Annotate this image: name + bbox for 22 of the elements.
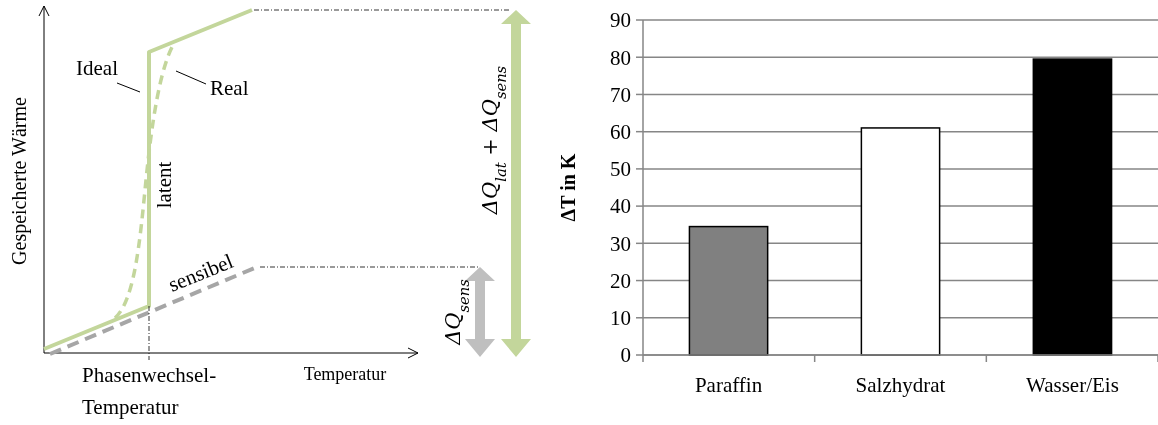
text: Real — [210, 76, 249, 100]
text: Ideal — [76, 56, 119, 80]
y-tick-label: 80 — [610, 45, 631, 70]
y-tick-label: 40 — [610, 194, 631, 219]
y-tick-label: 50 — [610, 157, 631, 182]
y-tick-label: 10 — [610, 306, 631, 331]
y-tick-label: 90 — [610, 8, 631, 33]
y-tick-label: 20 — [610, 268, 631, 293]
y-tick-label: 70 — [610, 82, 631, 107]
x-tick-label: Wasser/Eis — [1026, 373, 1119, 397]
x-tick-label: Salzhydrat — [855, 373, 946, 397]
y-tick-label: 0 — [620, 343, 631, 368]
text: Phasenwechsel-Temperatur — [82, 363, 217, 419]
bar — [1032, 58, 1113, 356]
text: Temperatur — [303, 364, 387, 384]
x-tick-label: Paraffin — [694, 373, 763, 397]
y-tick-label: 60 — [610, 120, 631, 145]
bar — [860, 127, 941, 356]
text: latent — [152, 161, 176, 209]
y-axis-title: ΔT in K — [557, 153, 579, 222]
y-tick-label: 30 — [610, 231, 631, 256]
text: Gespeicherte Wärme — [8, 96, 31, 265]
